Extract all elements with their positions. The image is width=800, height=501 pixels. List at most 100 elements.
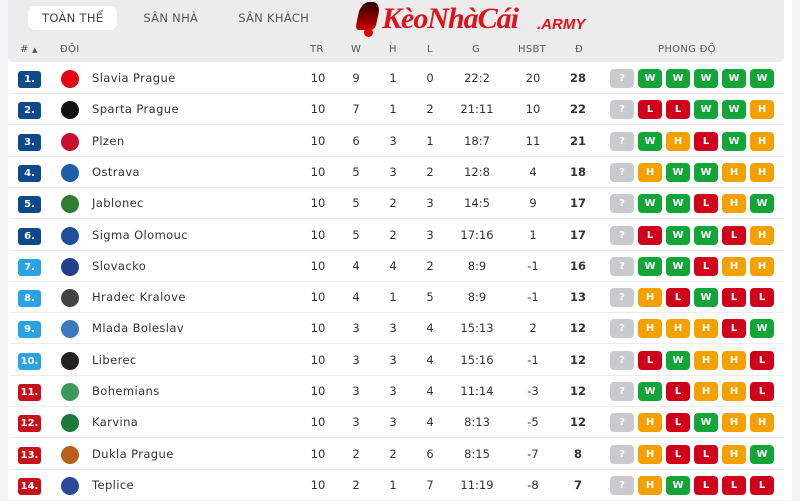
table-row[interactable]: 11. Bohemians 10 3 3 4 11:14 -3 12? W L H H L xyxy=(10,376,784,407)
form-badge-next[interactable]: ? xyxy=(610,319,634,339)
form-badge-H[interactable]: H xyxy=(666,131,690,151)
table-row[interactable]: 1. Slavia Prague 10 9 1 0 22:2 20 28? W W W W W xyxy=(10,63,784,94)
form-badge-W[interactable]: W xyxy=(722,100,746,120)
form-badge-W[interactable]: W xyxy=(750,69,774,88)
form-badge-W[interactable]: W xyxy=(722,131,746,151)
header-rank[interactable]: # ▲ xyxy=(20,44,38,55)
form-badge-W[interactable]: W xyxy=(750,319,774,339)
form-badge-L[interactable]: L xyxy=(694,131,718,151)
table-row[interactable]: 4. Ostrava 10 5 3 2 12:8 4 18? H W W H H xyxy=(10,157,784,188)
form-badge-next[interactable]: ? xyxy=(610,350,634,370)
header-points[interactable]: Đ xyxy=(575,44,584,55)
form-badge-L[interactable]: L xyxy=(694,194,718,214)
table-row[interactable]: 2. Sparta Prague 10 7 1 2 21:11 10 22? L L W W H xyxy=(10,94,784,126)
header-goals[interactable]: G xyxy=(472,44,481,55)
form-badge-H[interactable]: H xyxy=(722,382,746,401)
form-badge-W[interactable]: W xyxy=(666,225,690,245)
form-badge-W[interactable]: W xyxy=(638,69,662,88)
team-name[interactable]: Slovacko xyxy=(92,258,147,273)
form-badge-W[interactable]: W xyxy=(694,69,718,88)
form-badge-W[interactable]: W xyxy=(666,162,690,182)
form-badge-W[interactable]: W xyxy=(722,69,746,88)
table-row[interactable]: 13. Dukla Prague 10 2 2 6 8:15 -7 8? H L L H W xyxy=(10,439,784,470)
form-badge-L[interactable]: L xyxy=(750,475,774,495)
team-name[interactable]: Sparta Prague xyxy=(92,102,179,117)
form-badge-L[interactable]: L xyxy=(666,444,690,464)
form-badge-W[interactable]: W xyxy=(750,444,774,464)
form-badge-H[interactable]: H xyxy=(750,225,774,245)
form-badge-next[interactable]: ? xyxy=(610,225,634,245)
form-badge-L[interactable]: L xyxy=(722,475,746,495)
header-team[interactable]: ĐỘI xyxy=(60,44,80,55)
table-row[interactable]: 10. Liberec 10 3 3 4 15:16 -1 12? L W H H L xyxy=(10,345,784,376)
form-badge-W[interactable]: W xyxy=(750,194,774,214)
table-row[interactable]: 7. Slovacko 10 4 4 2 8:9 -1 16? W W L H H xyxy=(10,251,784,282)
team-name[interactable]: Slavia Prague xyxy=(92,71,176,85)
team-name[interactable]: Sigma Olomouc xyxy=(92,227,189,242)
header-won[interactable]: W xyxy=(351,44,362,55)
form-badge-W[interactable]: W xyxy=(638,382,662,401)
form-badge-W[interactable]: W xyxy=(638,194,662,214)
tab-home[interactable]: SÂN NHÀ xyxy=(143,11,199,25)
form-badge-next[interactable]: ? xyxy=(610,382,634,401)
form-badge-L[interactable]: L xyxy=(722,225,746,245)
form-badge-H[interactable]: H xyxy=(638,475,662,495)
table-row[interactable]: 6. Sigma Olomouc 10 5 2 3 17:16 1 17? L W W L H xyxy=(10,220,784,251)
form-badge-next[interactable]: ? xyxy=(610,69,634,88)
form-badge-L[interactable]: L xyxy=(722,319,746,339)
form-badge-W[interactable]: W xyxy=(638,131,662,151)
form-badge-next[interactable]: ? xyxy=(610,194,634,214)
form-badge-next[interactable]: ? xyxy=(610,475,634,495)
form-badge-H[interactable]: H xyxy=(694,319,718,339)
form-badge-next[interactable]: ? xyxy=(610,413,634,433)
team-name[interactable]: Ostrava xyxy=(92,164,140,179)
table-row[interactable]: 5. Jablonec 10 5 2 3 14:5 9 17? W W L H W xyxy=(10,188,784,220)
form-badge-W[interactable]: W xyxy=(666,350,690,370)
form-badge-L[interactable]: L xyxy=(722,288,746,308)
form-badge-W[interactable]: W xyxy=(666,475,690,495)
form-badge-H[interactable]: H xyxy=(694,382,718,401)
form-badge-H[interactable]: H xyxy=(750,131,774,151)
form-badge-next[interactable]: ? xyxy=(610,256,634,276)
header-played[interactable]: TR xyxy=(310,44,324,55)
form-badge-L[interactable]: L xyxy=(638,350,662,370)
header-draw[interactable]: H xyxy=(389,44,397,55)
form-badge-H[interactable]: H xyxy=(722,162,746,182)
form-badge-W[interactable]: W xyxy=(694,225,718,245)
form-badge-H[interactable]: H xyxy=(750,100,774,120)
form-badge-H[interactable]: H xyxy=(638,288,662,308)
form-badge-H[interactable]: H xyxy=(722,194,746,214)
table-row[interactable]: 14. Teplice 10 2 1 7 11:19 -8 7? H W L L L xyxy=(10,470,784,501)
form-badge-H[interactable]: H xyxy=(750,256,774,276)
form-badge-W[interactable]: W xyxy=(666,194,690,214)
form-badge-L[interactable]: L xyxy=(638,225,662,245)
form-badge-L[interactable]: L xyxy=(694,475,718,495)
form-badge-L[interactable]: L xyxy=(694,444,718,464)
form-badge-L[interactable]: L xyxy=(666,382,690,401)
form-badge-L[interactable]: L xyxy=(750,350,774,370)
form-badge-W[interactable]: W xyxy=(694,288,718,308)
team-name[interactable]: Liberec xyxy=(92,352,137,367)
form-badge-L[interactable]: L xyxy=(666,413,690,433)
form-badge-next[interactable]: ? xyxy=(610,288,634,308)
form-badge-L[interactable]: L xyxy=(666,288,690,308)
table-row[interactable]: 8. Hradec Kralove 10 4 1 5 8:9 -1 13? H L W L L xyxy=(10,282,784,314)
form-badge-H[interactable]: H xyxy=(694,350,718,370)
team-name[interactable]: Bohemians xyxy=(92,384,160,398)
form-badge-next[interactable]: ? xyxy=(610,131,634,151)
form-badge-W[interactable]: W xyxy=(666,69,690,88)
form-badge-next[interactable]: ? xyxy=(610,100,634,120)
team-name[interactable]: Mlada Boleslav xyxy=(92,321,185,336)
form-badge-W[interactable]: W xyxy=(694,162,718,182)
team-name[interactable]: Teplice xyxy=(92,477,135,492)
header-lost[interactable]: L xyxy=(427,44,433,55)
form-badge-H[interactable]: H xyxy=(722,256,746,276)
form-badge-L[interactable]: L xyxy=(694,256,718,276)
team-name[interactable]: Dukla Prague xyxy=(92,446,174,461)
table-row[interactable]: 12. Karvina 10 3 3 4 8:13 -5 12? H L W H H xyxy=(10,407,784,439)
form-badge-H[interactable]: H xyxy=(722,350,746,370)
form-badge-H[interactable]: H xyxy=(722,444,746,464)
team-name[interactable]: Jablonec xyxy=(92,196,144,211)
form-badge-W[interactable]: W xyxy=(694,100,718,120)
tab-overall[interactable]: TOÀN THỂ xyxy=(28,6,118,30)
